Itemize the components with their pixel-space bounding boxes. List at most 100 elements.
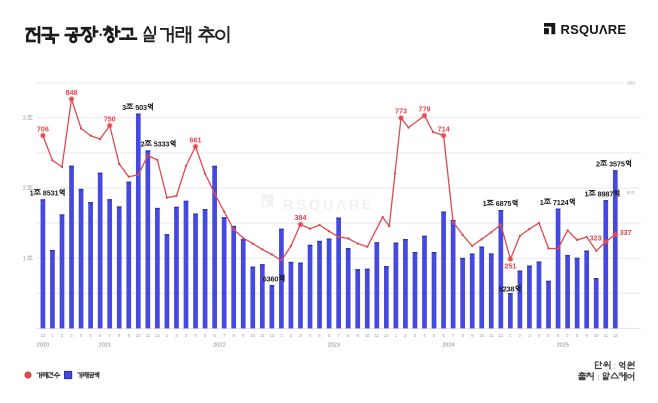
svg-text:3575: 3575 xyxy=(609,160,625,169)
svg-text:7: 7 xyxy=(452,333,455,338)
svg-text:323: 323 xyxy=(590,234,602,243)
svg-text:3: 3 xyxy=(23,116,27,122)
svg-text:1: 1 xyxy=(280,333,283,338)
svg-text:4: 4 xyxy=(309,333,312,338)
svg-text:773: 773 xyxy=(395,107,407,116)
svg-text:1: 1 xyxy=(51,333,54,338)
svg-text:6360: 6360 xyxy=(263,274,279,283)
svg-text:3: 3 xyxy=(528,333,531,338)
svg-text:10: 10 xyxy=(594,333,599,338)
svg-text:337: 337 xyxy=(620,228,632,237)
svg-text:6: 6 xyxy=(213,333,216,338)
svg-text:11: 11 xyxy=(489,333,494,338)
svg-text:1: 1 xyxy=(166,333,169,338)
svg-text:661: 661 xyxy=(190,135,202,144)
svg-text:3: 3 xyxy=(185,333,188,338)
svg-text:8: 8 xyxy=(462,333,465,338)
svg-text:9: 9 xyxy=(471,333,474,338)
svg-text:2: 2 xyxy=(290,333,293,338)
svg-text:5: 5 xyxy=(547,333,550,338)
svg-text:1: 1 xyxy=(30,189,34,198)
svg-text:12: 12 xyxy=(384,333,389,338)
svg-text:2: 2 xyxy=(61,333,64,338)
svg-text:3: 3 xyxy=(299,333,302,338)
svg-text:10: 10 xyxy=(136,333,141,338)
svg-text:7: 7 xyxy=(109,333,112,338)
svg-text:503: 503 xyxy=(135,103,147,112)
svg-text:6: 6 xyxy=(328,333,331,338)
svg-text:2: 2 xyxy=(519,333,522,338)
svg-text:750: 750 xyxy=(104,114,116,123)
svg-text:7: 7 xyxy=(223,333,226,338)
svg-text:5333: 5333 xyxy=(154,140,170,149)
svg-text:12: 12 xyxy=(270,333,275,338)
svg-text:5238: 5238 xyxy=(499,285,515,294)
svg-text:1: 1 xyxy=(395,333,398,338)
svg-text::: : xyxy=(614,361,616,370)
svg-text:1: 1 xyxy=(483,199,487,208)
svg-text:10: 10 xyxy=(479,333,484,338)
svg-text:4: 4 xyxy=(194,333,197,338)
svg-text:2023: 2023 xyxy=(328,343,340,349)
svg-text:1: 1 xyxy=(23,256,27,262)
svg-text:11: 11 xyxy=(375,333,380,338)
svg-text:8: 8 xyxy=(118,333,121,338)
svg-text:2022: 2022 xyxy=(213,343,225,349)
svg-text:8: 8 xyxy=(347,333,350,338)
svg-text:4: 4 xyxy=(423,333,426,338)
svg-text:3: 3 xyxy=(70,333,73,338)
svg-text:10: 10 xyxy=(250,333,255,338)
svg-text:2: 2 xyxy=(404,333,407,338)
svg-text:779: 779 xyxy=(419,104,431,113)
svg-text:3: 3 xyxy=(414,333,417,338)
svg-text:8531: 8531 xyxy=(43,189,59,198)
svg-text:251: 251 xyxy=(504,261,516,270)
svg-text:3: 3 xyxy=(122,103,126,112)
svg-text:2024: 2024 xyxy=(442,343,454,349)
svg-text::: : xyxy=(597,372,599,381)
svg-text:6875: 6875 xyxy=(496,199,512,208)
svg-text:1: 1 xyxy=(585,189,589,198)
svg-text:1: 1 xyxy=(509,333,512,338)
svg-text:9: 9 xyxy=(586,333,589,338)
svg-text:384: 384 xyxy=(295,213,307,222)
svg-text:5: 5 xyxy=(433,333,436,338)
svg-text:4: 4 xyxy=(538,333,541,338)
svg-text:8: 8 xyxy=(576,333,579,338)
svg-text:5: 5 xyxy=(318,333,321,338)
svg-text:6: 6 xyxy=(442,333,445,338)
svg-text:2: 2 xyxy=(596,160,600,169)
svg-text:9: 9 xyxy=(357,333,360,338)
svg-text:12: 12 xyxy=(498,333,503,338)
svg-text:5: 5 xyxy=(89,333,92,338)
svg-text:500: 500 xyxy=(626,190,634,196)
svg-text:8: 8 xyxy=(233,333,236,338)
svg-text:2: 2 xyxy=(23,186,27,192)
svg-text:RSQUΛRE: RSQUΛRE xyxy=(283,197,374,213)
svg-text:2025: 2025 xyxy=(557,343,569,349)
svg-text:4: 4 xyxy=(80,333,83,338)
svg-text:7: 7 xyxy=(566,333,569,338)
svg-text:848: 848 xyxy=(66,88,78,97)
svg-text:714: 714 xyxy=(438,124,450,133)
svg-text:9: 9 xyxy=(242,333,245,338)
svg-text:9: 9 xyxy=(128,333,131,338)
svg-text:12: 12 xyxy=(155,333,160,338)
svg-text:2: 2 xyxy=(175,333,178,338)
svg-text:1: 1 xyxy=(540,198,544,207)
svg-text:7124: 7124 xyxy=(553,198,570,207)
svg-text:6: 6 xyxy=(99,333,102,338)
svg-text:2020: 2020 xyxy=(37,343,49,349)
svg-text:11: 11 xyxy=(146,333,151,338)
svg-text:706: 706 xyxy=(37,124,49,133)
svg-text:900: 900 xyxy=(627,81,635,87)
svg-text:5: 5 xyxy=(204,333,207,338)
svg-text:2021: 2021 xyxy=(99,343,111,349)
svg-text:8987: 8987 xyxy=(598,189,614,198)
svg-text:2: 2 xyxy=(141,140,145,149)
svg-text:6: 6 xyxy=(557,333,560,338)
svg-text:11: 11 xyxy=(260,333,265,338)
svg-text:12: 12 xyxy=(613,333,618,338)
svg-text:7: 7 xyxy=(337,333,340,338)
svg-text:12: 12 xyxy=(41,333,46,338)
